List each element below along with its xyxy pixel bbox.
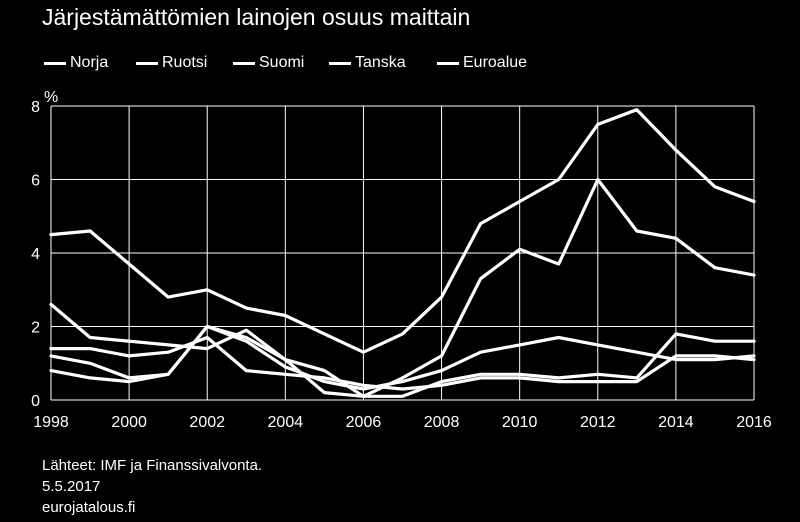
series-lines	[49, 108, 756, 398]
legend-label: Euroalue	[463, 54, 528, 71]
legend-swatch	[437, 61, 459, 65]
legend-swatch	[136, 61, 158, 65]
legend-swatch	[44, 61, 66, 65]
x-tick-label: 2016	[736, 414, 772, 431]
x-tick-label: 2012	[580, 414, 616, 431]
series-line-suomi	[49, 302, 756, 398]
x-tick-label: 2002	[189, 414, 225, 431]
legend-item-norja: Norja	[44, 54, 136, 72]
x-tick-label: 2010	[502, 414, 538, 431]
y-tick-label: 4	[31, 246, 40, 263]
series-line-ruotsi	[49, 335, 756, 391]
source-text: Lähteet: IMF ja Finanssivalvonta.	[42, 457, 263, 474]
series-line-euroalue	[49, 108, 756, 354]
axes: 1998 2000 2002 2004 2006 2008 2010 2012 2014 2016…	[31, 99, 772, 431]
legend-label: Tanska	[355, 54, 406, 71]
legend: Norja Ruotsi Suomi Tanska Euroalue	[44, 54, 527, 72]
website-text: eurojatalous.fi	[42, 499, 136, 516]
legend-label: Ruotsi	[162, 54, 208, 71]
x-tick-label: 2006	[346, 414, 382, 431]
legend-item-suomi: Suomi	[233, 54, 329, 72]
source-note: Lähteet: IMF ja Finanssivalvonta. 5.5.20…	[42, 455, 262, 518]
legend-label: Norja	[70, 54, 109, 71]
series-line-tanska	[49, 177, 756, 398]
chart-title: Järjestämättömien lainojen osuus maittai…	[42, 4, 471, 30]
legend-swatch	[329, 61, 351, 65]
legend-item-tanska: Tanska	[329, 54, 437, 72]
legend-swatch	[233, 61, 255, 65]
y-tick-label: 0	[31, 393, 40, 410]
x-tick-label: 2014	[658, 414, 694, 431]
x-tick-label: 2004	[268, 414, 304, 431]
y-tick-label: 6	[31, 173, 40, 190]
date-text: 5.5.2017	[42, 478, 101, 495]
x-tick-label: 2008	[424, 414, 460, 431]
y-tick-label: 8	[31, 99, 40, 116]
y-axis-label: %	[44, 89, 58, 106]
x-tick-label: 1998	[33, 414, 69, 431]
legend-item-euroalue: Euroalue	[437, 54, 527, 72]
legend-item-ruotsi: Ruotsi	[136, 54, 233, 72]
y-tick-label: 2	[31, 320, 40, 337]
grid	[50, 105, 755, 401]
x-tick-label: 2000	[111, 414, 147, 431]
legend-label: Suomi	[259, 54, 305, 71]
